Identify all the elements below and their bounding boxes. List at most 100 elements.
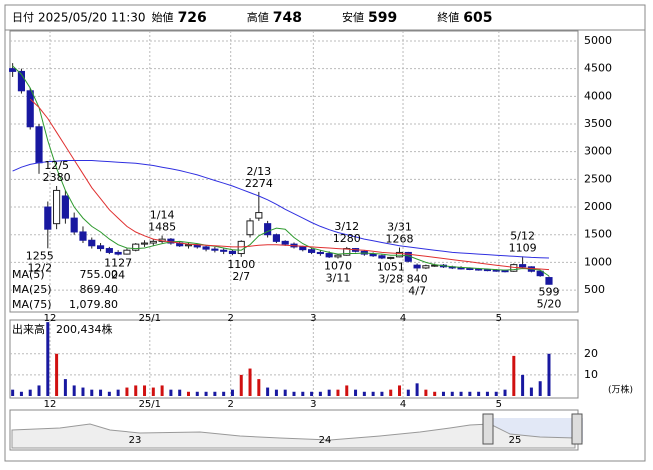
x-tick-label: 4	[400, 399, 406, 410]
ma-line	[29, 98, 550, 271]
candle-body	[536, 270, 544, 277]
volume-bar	[529, 387, 533, 396]
volume-bar	[433, 391, 437, 396]
annotation-date: 12/2	[27, 261, 52, 274]
candle-body	[211, 248, 219, 251]
candle-body	[369, 253, 377, 257]
candle-body	[44, 206, 52, 230]
header-label: 安値	[342, 10, 364, 24]
y-tick-label: 20	[584, 347, 598, 360]
candle-body	[299, 246, 307, 251]
volume-bar	[186, 391, 190, 396]
volume-bar	[11, 389, 15, 396]
volume-bar	[477, 391, 481, 396]
x-tick-label: 4	[400, 313, 406, 324]
y-tick-label: 5000	[584, 34, 612, 47]
y-tick-label: 4500	[584, 62, 612, 75]
volume-bar	[19, 391, 23, 396]
candle-body	[96, 245, 105, 250]
volume-bar	[327, 389, 331, 396]
y-tick-label: 500	[584, 283, 605, 296]
legend-name: MA(75)	[12, 298, 52, 311]
volume-bar	[28, 389, 32, 396]
annotation-date: 3/28	[378, 273, 403, 286]
y-tick-label: 3500	[584, 117, 612, 130]
navigator-area	[11, 423, 576, 449]
annotation-value: 599	[538, 286, 559, 299]
navigator-label: 25	[509, 435, 522, 446]
volume-bar	[310, 391, 314, 396]
candle-body	[255, 212, 263, 219]
legend-value: 1,079.80	[69, 298, 118, 311]
candle-body	[9, 68, 17, 72]
navigator-label: 24	[319, 435, 332, 446]
volume-panel	[9, 319, 579, 399]
volume-bar	[301, 391, 305, 396]
x-tick-label: 3	[310, 313, 316, 324]
candle-body	[466, 267, 474, 270]
header-value: 726	[178, 10, 207, 26]
y-tick-label: 2000	[584, 200, 612, 213]
annotation-value: 1255	[26, 249, 54, 262]
y-tick-label: 10	[584, 368, 598, 381]
volume-bar	[204, 391, 208, 396]
volume-bar	[494, 391, 498, 396]
x-tick-label: 25/1	[139, 313, 161, 324]
volume-bar	[213, 391, 217, 396]
candle-body	[501, 270, 509, 273]
candle-body	[184, 244, 193, 247]
annotation-value: 840	[407, 272, 428, 285]
volume-bar	[485, 391, 489, 396]
x-tick-label: 25/1	[139, 399, 161, 410]
volume-bar	[468, 391, 472, 396]
candle-body	[545, 277, 553, 285]
annotation-date: 5/20	[537, 298, 562, 311]
candle-body	[378, 255, 386, 259]
y-tick-label: 1000	[584, 255, 612, 268]
candle-body	[237, 240, 245, 255]
header-label: 始値	[152, 10, 174, 24]
annotation-date: 5/12	[510, 229, 535, 242]
candle-body	[492, 269, 500, 272]
navigator-handle[interactable]	[571, 413, 583, 445]
candle-body	[228, 250, 237, 255]
volume-bar	[336, 389, 340, 396]
candle-body	[70, 217, 78, 233]
ma-line	[12, 160, 550, 259]
annotation-value: 1280	[333, 232, 361, 245]
volume-bar	[415, 383, 419, 396]
annotation-date: 4/7	[408, 284, 426, 297]
candle-body	[53, 189, 61, 225]
volume-bar	[274, 389, 278, 396]
volume-bar	[160, 385, 164, 396]
volume-bar	[169, 389, 173, 396]
volume-bar	[151, 387, 155, 396]
y-tick-label: 4000	[584, 89, 612, 102]
price-panel	[9, 30, 579, 313]
volume-bar	[450, 391, 454, 396]
navigator-handle[interactable]	[482, 413, 494, 445]
candle-body	[413, 264, 421, 269]
candle-body	[387, 256, 395, 259]
candle-body	[431, 264, 439, 267]
volume-bar	[195, 391, 199, 396]
x-tick-label: 2	[228, 313, 234, 324]
annotation-value: 2274	[245, 177, 273, 190]
header-label: 日付	[12, 11, 34, 24]
candle-body	[88, 239, 96, 247]
candle-body	[202, 246, 210, 250]
candle-body	[132, 243, 140, 251]
header-label: 高値	[247, 10, 269, 24]
annotation-value: 1485	[148, 221, 176, 234]
annotation-date: 24	[111, 268, 125, 281]
annotation-value: 1109	[509, 241, 537, 254]
candle-body	[483, 269, 492, 272]
candle-body	[308, 249, 316, 253]
candle-body	[475, 268, 483, 271]
volume-bar	[248, 368, 252, 396]
volume-bar	[46, 322, 50, 396]
header-value: 748	[273, 10, 302, 26]
candle-body	[246, 220, 254, 236]
x-tick-label: 2	[228, 399, 234, 410]
volume-bar	[81, 387, 85, 396]
